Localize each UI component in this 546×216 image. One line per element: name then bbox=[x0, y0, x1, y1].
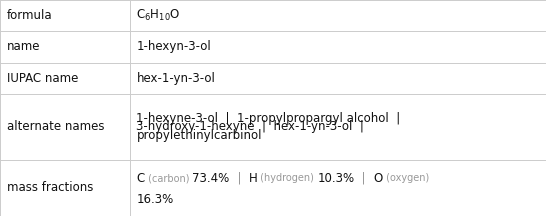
Text: O: O bbox=[373, 172, 383, 185]
Text: (carbon): (carbon) bbox=[145, 173, 192, 183]
Text: alternate names: alternate names bbox=[7, 120, 104, 133]
Text: 1-hexyn-3-ol: 1-hexyn-3-ol bbox=[136, 40, 211, 54]
Text: |: | bbox=[354, 172, 373, 185]
Text: C: C bbox=[136, 172, 145, 185]
Text: |: | bbox=[230, 172, 248, 185]
Text: 1-hexyne-3-ol  |  1-propylpropargyl alcohol  |: 1-hexyne-3-ol | 1-propylpropargyl alcoho… bbox=[136, 112, 401, 125]
Text: IUPAC name: IUPAC name bbox=[7, 72, 78, 85]
Text: formula: formula bbox=[7, 9, 52, 22]
Text: (oxygen): (oxygen) bbox=[383, 173, 429, 183]
Text: (hydrogen): (hydrogen) bbox=[257, 173, 317, 183]
Text: 10.3%: 10.3% bbox=[317, 172, 354, 185]
Text: 16.3%: 16.3% bbox=[136, 193, 174, 206]
Text: $\mathregular{C_6H_{10}O}$: $\mathregular{C_6H_{10}O}$ bbox=[136, 8, 181, 23]
Text: hex-1-yn-3-ol: hex-1-yn-3-ol bbox=[136, 72, 215, 85]
Text: mass fractions: mass fractions bbox=[7, 181, 93, 194]
Text: 3-hydroxy-1-hexyne  |  hex-1-yn-3-ol  |: 3-hydroxy-1-hexyne | hex-1-yn-3-ol | bbox=[136, 120, 364, 133]
Text: propylethinylcarbinol: propylethinylcarbinol bbox=[136, 129, 262, 142]
Text: H: H bbox=[248, 172, 257, 185]
Text: 73.4%: 73.4% bbox=[192, 172, 230, 185]
Text: name: name bbox=[7, 40, 40, 54]
